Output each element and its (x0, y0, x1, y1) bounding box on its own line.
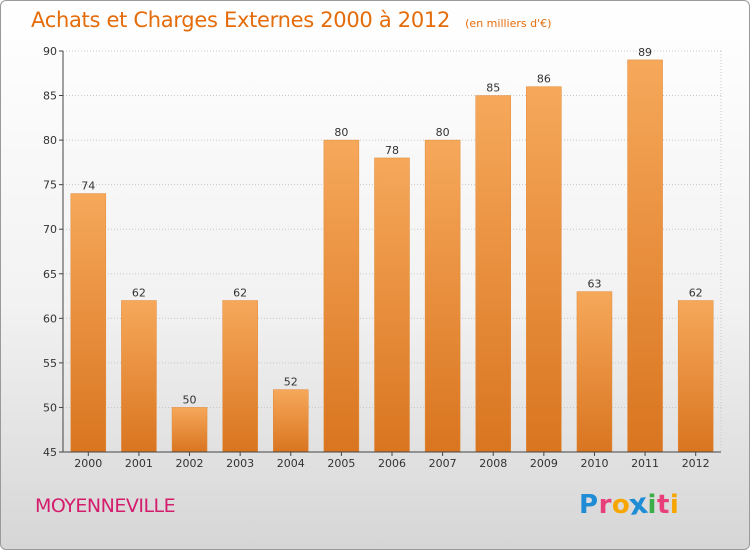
y-tick-label: 50 (43, 401, 57, 414)
x-tick-label-2012: 2012 (682, 457, 710, 470)
logo-letter: o (611, 490, 631, 520)
logo-letter: i (669, 490, 680, 520)
bar-2000 (70, 193, 107, 453)
y-tick-label: 70 (43, 223, 57, 236)
bar-2008 (475, 95, 511, 453)
bar-2006 (374, 157, 410, 453)
chart-title-row: Achats et Charges Externes 2000 à 2012 (… (31, 8, 551, 32)
x-tick-label-2010: 2010 (580, 457, 608, 470)
chart-title: Achats et Charges Externes 2000 à 2012 (31, 8, 451, 32)
bar-2002 (171, 407, 208, 453)
x-tick-label-2003: 2003 (226, 457, 254, 470)
chart-unit-note: (en milliers d'€) (465, 17, 552, 30)
data-label-2010: 63 (587, 278, 601, 291)
data-label-2001: 62 (132, 287, 146, 300)
bar-2007 (424, 139, 461, 453)
y-tick-label: 65 (43, 268, 57, 281)
grid-lines (63, 50, 722, 452)
data-label-2004: 52 (284, 376, 298, 389)
data-label-2002: 50 (183, 393, 197, 406)
data-label-2007: 80 (436, 126, 450, 139)
y-tick-label: 85 (43, 90, 57, 103)
logo-letter: r (598, 490, 612, 520)
x-tick-label-2004: 2004 (277, 457, 305, 470)
logo-letter: i (647, 490, 657, 520)
data-label-2011: 89 (638, 46, 652, 59)
x-tick-label-2001: 2001 (125, 457, 153, 470)
bar-2011 (627, 59, 663, 453)
x-tick-label-2006: 2006 (378, 457, 406, 470)
y-tick-label: 55 (43, 357, 57, 370)
bar-2003 (222, 300, 258, 453)
x-tick-label-2000: 2000 (74, 457, 102, 470)
x-tick-label-2002: 2002 (176, 457, 204, 470)
logo-letter: P (579, 490, 599, 520)
bars (70, 59, 714, 453)
bar-2010 (576, 291, 613, 453)
x-tick-label-2009: 2009 (530, 457, 558, 470)
data-label-2003: 62 (233, 287, 247, 300)
y-tick-label: 80 (43, 134, 57, 147)
data-labels: 74 62 50 62 52 80 78 80 85 86 63 89 62 (81, 46, 702, 407)
data-label-2006: 78 (385, 144, 399, 157)
logo-letter: t (656, 490, 670, 520)
x-tick-label-2005: 2005 (327, 457, 355, 470)
data-label-2005: 80 (334, 126, 348, 139)
y-tick-label: 45 (43, 446, 57, 459)
bar-2012 (677, 300, 714, 453)
x-tick-label-2011: 2011 (631, 457, 659, 470)
location-name: MOYENNEVILLE (35, 495, 176, 517)
y-tick-label: 75 (43, 179, 57, 192)
axes: 45 50 55 60 65 70 75 80 85 90 2000 2001 2002 2003 2004… (43, 45, 721, 470)
y-tick-label: 90 (43, 45, 57, 58)
data-label-2000: 74 (81, 180, 95, 193)
data-label-2008: 85 (486, 82, 500, 95)
bar-2009 (526, 86, 562, 453)
y-tick-label: 60 (43, 312, 57, 325)
x-tick-label-2008: 2008 (479, 457, 507, 470)
bar-2005 (323, 139, 360, 453)
proxiti-logo: Proxiti (579, 487, 680, 522)
data-label-2012: 62 (689, 287, 703, 300)
data-label-2009: 86 (537, 73, 551, 86)
bar-2001 (121, 300, 157, 453)
x-tick-label-2007: 2007 (429, 457, 457, 470)
bar-2004 (273, 389, 309, 453)
